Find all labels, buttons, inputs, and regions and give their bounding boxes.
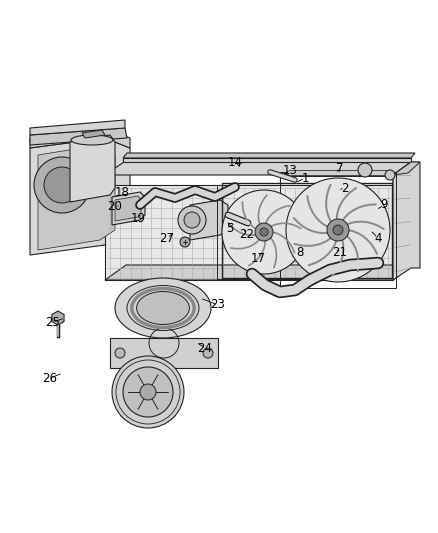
Ellipse shape (71, 135, 113, 145)
Polygon shape (393, 162, 420, 280)
Text: 13: 13 (283, 164, 297, 176)
Polygon shape (115, 196, 141, 221)
Circle shape (180, 237, 190, 247)
Circle shape (333, 225, 343, 235)
Ellipse shape (137, 292, 189, 325)
Circle shape (34, 157, 90, 213)
Polygon shape (105, 185, 393, 280)
Polygon shape (38, 145, 115, 250)
Polygon shape (52, 311, 64, 325)
Polygon shape (393, 162, 411, 280)
Circle shape (358, 163, 372, 177)
Text: 4: 4 (374, 231, 382, 245)
Circle shape (178, 206, 206, 234)
Circle shape (112, 356, 184, 428)
Circle shape (286, 178, 390, 282)
Text: 19: 19 (131, 212, 145, 224)
Polygon shape (105, 265, 411, 280)
Circle shape (184, 212, 200, 228)
Text: 21: 21 (332, 246, 347, 260)
Circle shape (123, 367, 173, 417)
Text: 25: 25 (46, 316, 60, 328)
Polygon shape (30, 120, 125, 135)
Polygon shape (112, 192, 145, 225)
Polygon shape (30, 128, 130, 148)
Text: 20: 20 (108, 200, 123, 214)
Text: 14: 14 (227, 157, 243, 169)
Text: 23: 23 (211, 298, 226, 311)
Text: 27: 27 (159, 231, 174, 245)
Polygon shape (70, 135, 115, 202)
Text: 1: 1 (301, 172, 309, 184)
Circle shape (260, 228, 268, 236)
Polygon shape (123, 158, 411, 162)
Circle shape (203, 348, 213, 358)
Circle shape (255, 223, 273, 241)
Text: 5: 5 (226, 222, 234, 235)
Polygon shape (82, 130, 105, 138)
Circle shape (44, 167, 80, 203)
Text: 18: 18 (115, 187, 130, 199)
Circle shape (327, 219, 349, 241)
Text: 26: 26 (42, 372, 57, 384)
Text: 7: 7 (336, 161, 344, 174)
Text: 9: 9 (380, 198, 388, 212)
Polygon shape (393, 162, 420, 175)
Polygon shape (110, 338, 218, 368)
Circle shape (385, 170, 395, 180)
Polygon shape (105, 162, 411, 175)
Circle shape (140, 384, 156, 400)
Polygon shape (30, 128, 127, 145)
Ellipse shape (115, 278, 211, 338)
Circle shape (222, 190, 306, 274)
Polygon shape (123, 153, 415, 158)
Text: 8: 8 (297, 246, 304, 260)
Polygon shape (190, 200, 228, 240)
Text: 22: 22 (240, 229, 254, 241)
Text: 2: 2 (341, 182, 349, 195)
Text: 17: 17 (251, 252, 265, 264)
Polygon shape (30, 138, 130, 255)
Text: 24: 24 (198, 342, 212, 354)
Circle shape (115, 348, 125, 358)
